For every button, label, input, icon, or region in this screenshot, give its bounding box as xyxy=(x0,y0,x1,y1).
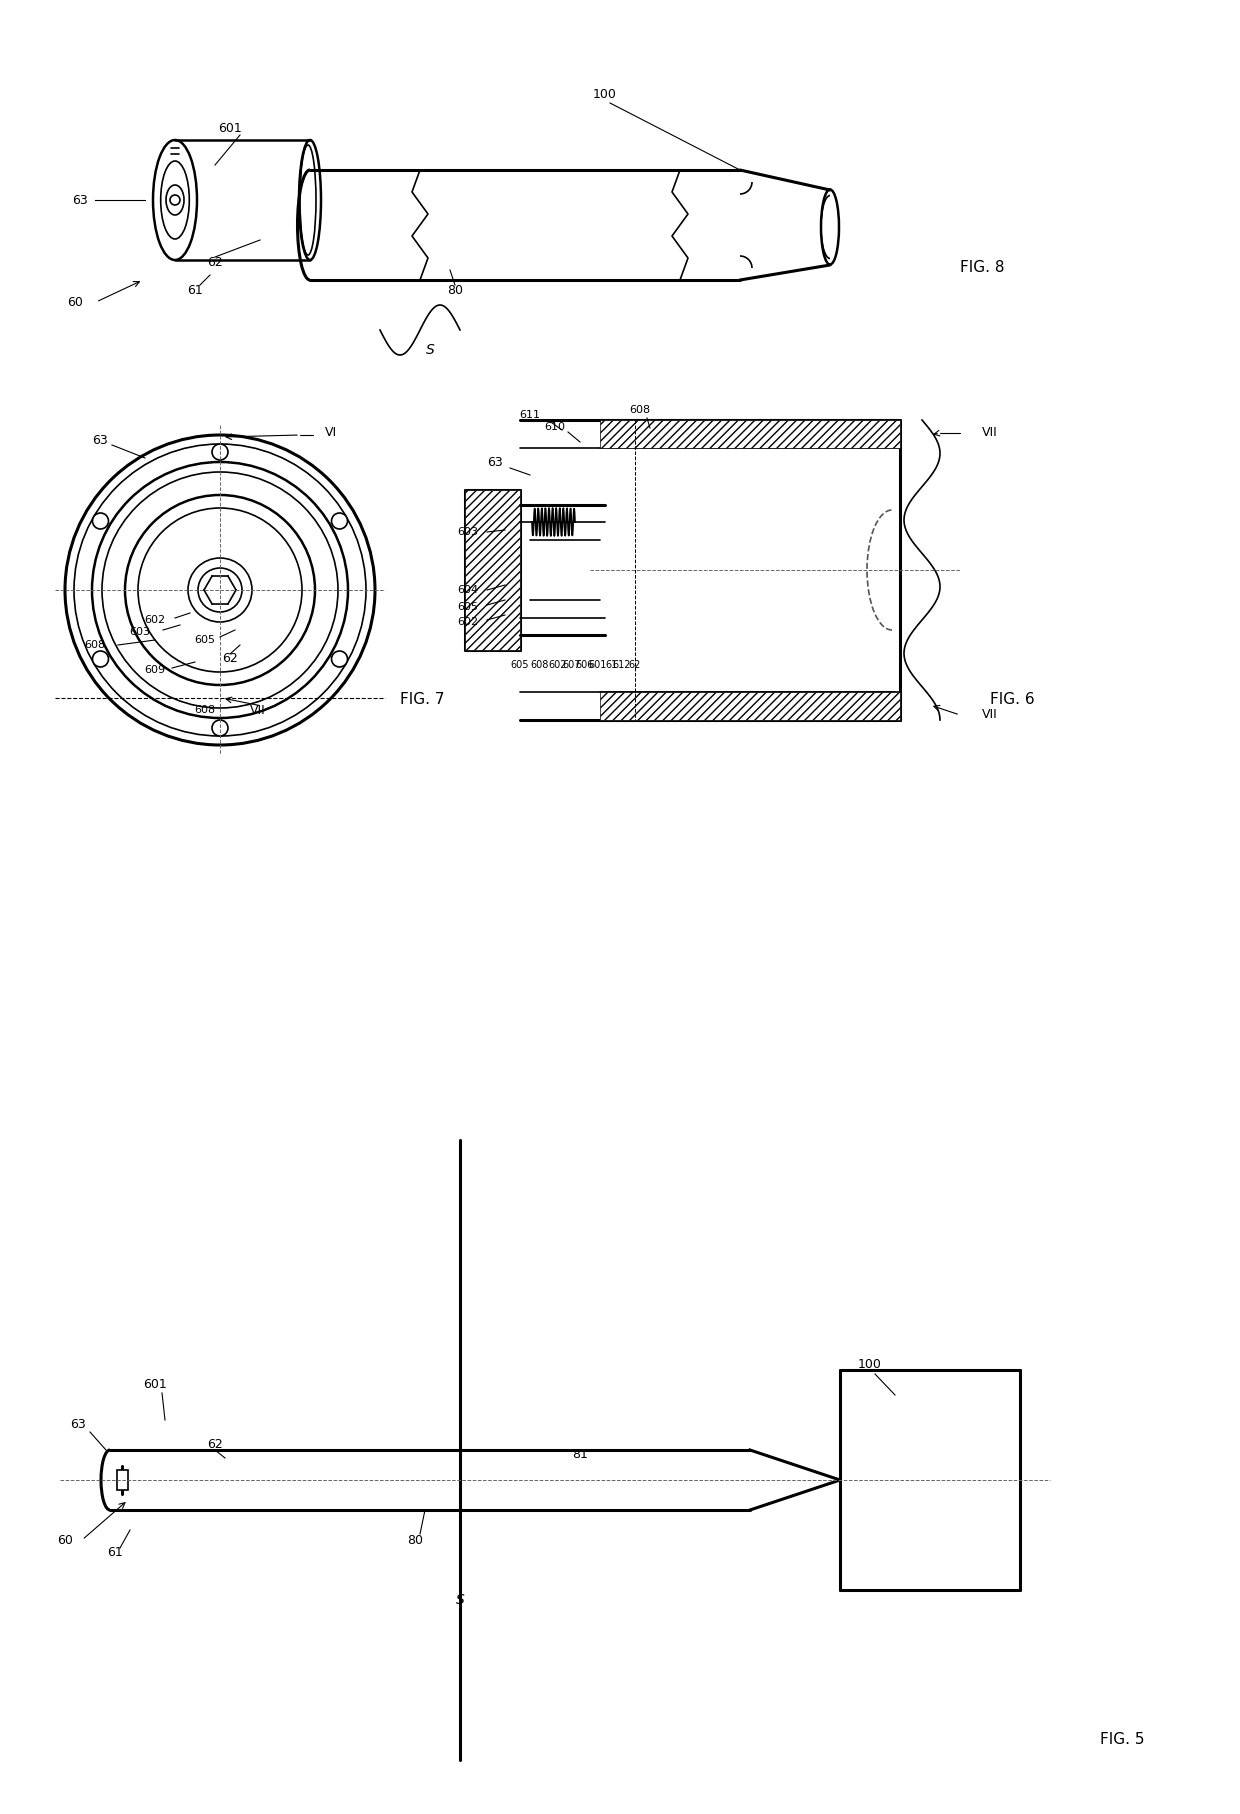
Text: 63: 63 xyxy=(487,455,503,468)
Circle shape xyxy=(331,513,347,530)
Text: FIG. 6: FIG. 6 xyxy=(990,693,1034,707)
Text: 63: 63 xyxy=(72,194,88,207)
Bar xyxy=(117,1469,128,1489)
Text: 80: 80 xyxy=(407,1533,423,1547)
Text: 603: 603 xyxy=(129,628,150,637)
Bar xyxy=(465,490,520,649)
Circle shape xyxy=(212,720,228,736)
Text: S: S xyxy=(455,1593,464,1607)
Text: 604: 604 xyxy=(458,584,479,595)
Text: 62: 62 xyxy=(222,651,238,664)
Text: 601: 601 xyxy=(589,660,608,669)
Text: 608: 608 xyxy=(630,405,651,415)
Text: 606: 606 xyxy=(575,660,594,669)
Text: 605: 605 xyxy=(511,660,529,669)
Text: 61: 61 xyxy=(605,660,618,669)
Text: 62: 62 xyxy=(207,1439,223,1451)
Text: 608: 608 xyxy=(195,706,216,715)
Text: 608: 608 xyxy=(84,640,105,649)
Circle shape xyxy=(93,513,108,530)
Text: 601: 601 xyxy=(218,122,242,134)
Text: 60: 60 xyxy=(57,1533,73,1547)
Text: 611: 611 xyxy=(520,410,541,421)
Text: VI: VI xyxy=(325,426,337,439)
Circle shape xyxy=(212,444,228,461)
Text: 608: 608 xyxy=(531,660,549,669)
Bar xyxy=(600,421,900,448)
Text: 602: 602 xyxy=(144,615,166,626)
Text: VII: VII xyxy=(250,704,265,717)
Text: 100: 100 xyxy=(858,1359,882,1371)
Text: 607: 607 xyxy=(563,660,582,669)
Text: 62: 62 xyxy=(629,660,641,669)
Text: 60: 60 xyxy=(67,296,83,308)
Text: 61: 61 xyxy=(187,283,203,296)
Text: 609: 609 xyxy=(144,666,166,675)
Text: 610: 610 xyxy=(544,423,565,432)
Text: 80: 80 xyxy=(446,283,463,296)
Text: 81: 81 xyxy=(572,1449,588,1462)
Circle shape xyxy=(331,651,347,668)
Text: 602: 602 xyxy=(549,660,567,669)
Text: 605: 605 xyxy=(458,602,479,611)
Text: VII: VII xyxy=(982,426,998,439)
Text: 601: 601 xyxy=(143,1379,167,1391)
Bar xyxy=(600,691,900,720)
Text: FIG. 7: FIG. 7 xyxy=(401,693,444,707)
Text: 62: 62 xyxy=(207,256,223,268)
Text: 603: 603 xyxy=(458,528,479,537)
Text: 605: 605 xyxy=(195,635,216,646)
Text: 100: 100 xyxy=(593,89,618,102)
Text: 63: 63 xyxy=(92,434,108,446)
Text: VII: VII xyxy=(982,709,998,722)
Text: 61: 61 xyxy=(107,1547,123,1560)
Text: FIG. 5: FIG. 5 xyxy=(1100,1732,1145,1747)
Circle shape xyxy=(93,651,108,668)
Text: 612: 612 xyxy=(613,660,631,669)
Text: 63: 63 xyxy=(71,1419,86,1431)
Text: 602: 602 xyxy=(458,617,479,628)
Text: FIG. 8: FIG. 8 xyxy=(960,261,1004,276)
Text: S: S xyxy=(425,343,434,357)
